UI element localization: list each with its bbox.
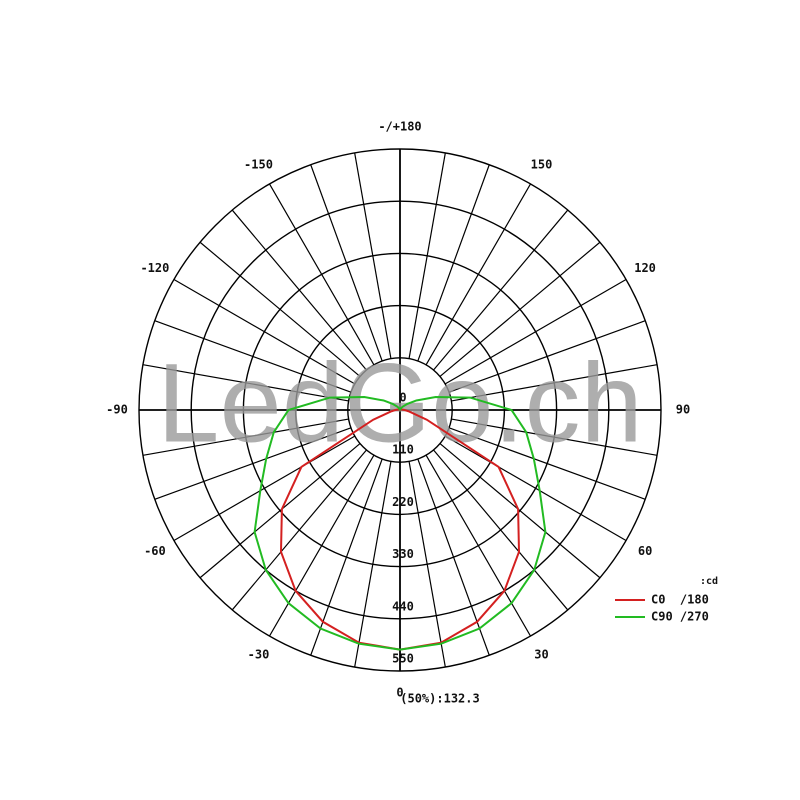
spoke [231,209,367,371]
r-tick-label: 440 [392,599,414,613]
spoke [199,443,361,579]
spoke [433,209,569,371]
series-line [253,395,547,651]
r-tick-label: 0 [399,391,406,405]
angle-tick-label: -90 [106,403,128,417]
angle-tick-label: 90 [676,403,690,417]
spoke [433,449,569,611]
spoke [451,364,658,402]
angle-tick-label: -30 [248,648,270,662]
spoke [154,427,352,500]
spoke [354,152,392,359]
spoke [448,427,646,500]
spoke [425,183,532,366]
spoke [417,164,490,362]
spoke [444,278,627,385]
spoke [142,418,349,456]
r-tick-label: 550 [392,652,414,666]
angle-tick-label: 0 [396,686,403,700]
spoke [425,454,532,637]
unit-label: :cd [700,576,718,587]
spoke [354,461,392,668]
angle-tick-label: -/+180 [378,120,421,134]
spoke [444,435,627,542]
spoke [173,435,356,542]
spoke [448,320,646,393]
spoke [408,152,446,359]
angle-tick-label: -120 [140,261,169,275]
spoke [268,454,375,637]
spoke [439,241,601,377]
spoke [408,461,446,668]
angle-tick-label: 150 [531,157,553,171]
legend-label: C0 /180 [651,593,709,607]
spoke [142,364,349,402]
angle-tick-label: 30 [534,648,548,662]
r-tick-label: 220 [392,495,414,509]
watermark: LedGo.ch [157,341,643,466]
spoke [439,443,601,579]
legend-label: C90 /270 [651,610,709,624]
r-tick-label: 330 [392,547,414,561]
angle-tick-label: -60 [144,544,166,558]
angle-tick-label: -150 [244,157,273,171]
spoke [231,449,367,611]
r-tick-label: 110 [392,443,414,457]
spoke [268,183,375,366]
spoke [451,418,658,456]
spoke [310,164,383,362]
spoke [154,320,352,393]
angle-tick-label: 60 [638,544,652,558]
spoke [173,278,356,385]
angle-tick-label: 120 [634,261,656,275]
note: (50%):132.3 [400,692,479,706]
spoke [199,241,361,377]
